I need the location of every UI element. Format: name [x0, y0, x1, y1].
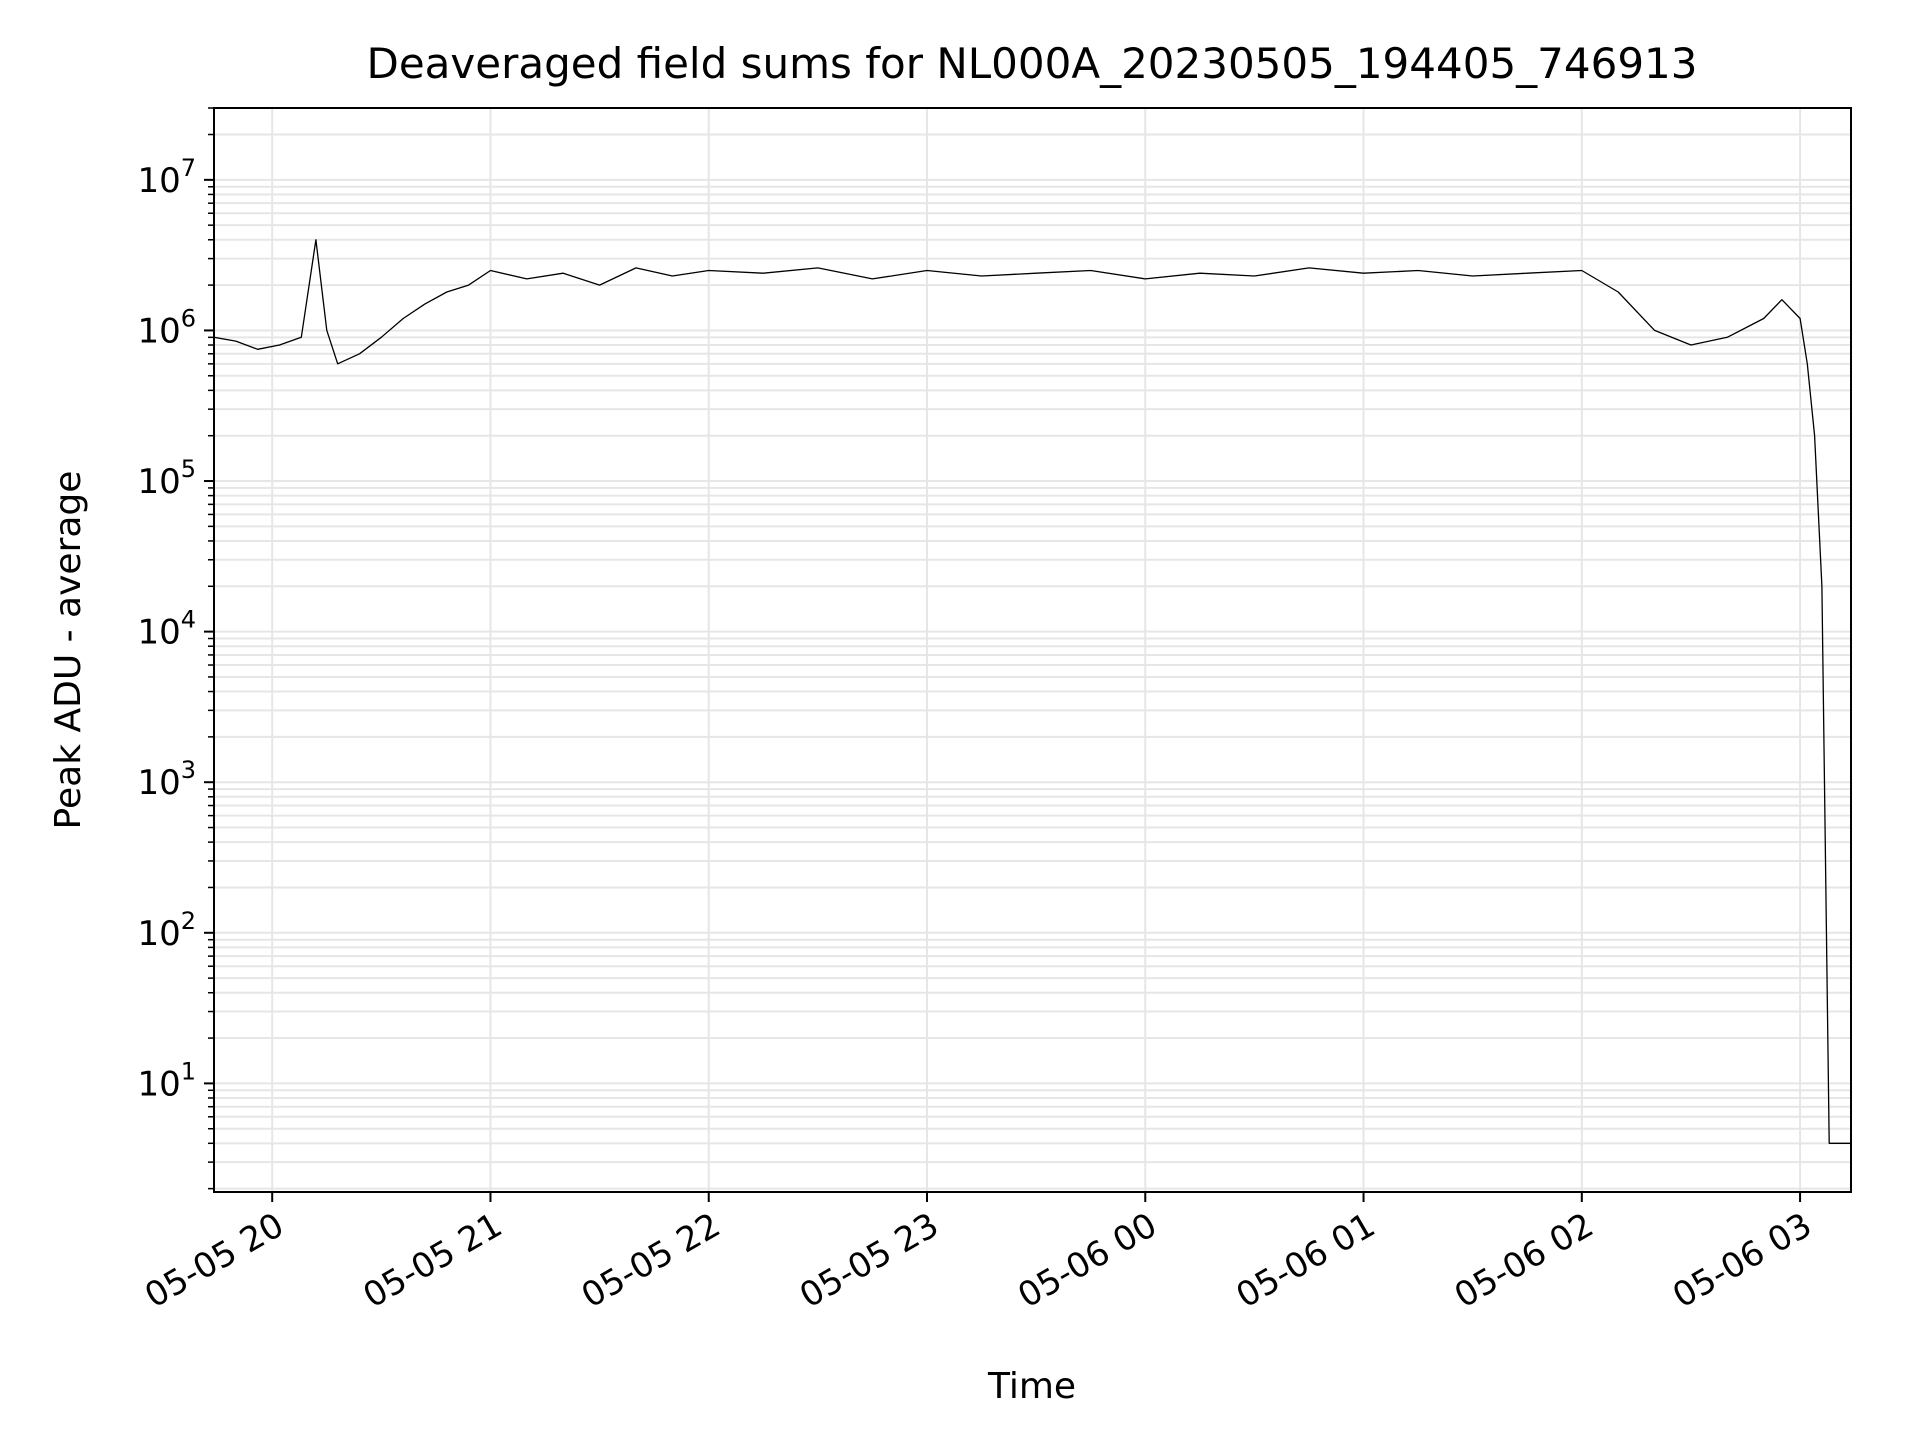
x-axis-label: Time: [987, 1366, 1076, 1407]
y-tick-label: 106: [137, 304, 196, 351]
y-tick-label: 105: [137, 455, 196, 502]
plot-area: [214, 239, 1851, 1144]
plot-frame: [213, 107, 1852, 1193]
y-tick-label: 102: [137, 907, 196, 954]
y-tick-label: 107: [137, 154, 196, 201]
chart-title: Deaveraged field sums for NL000A_2023050…: [367, 39, 1698, 88]
grid: [214, 107, 1851, 1192]
y-axis-label: Peak ADU - average: [48, 471, 89, 830]
y-tick-label: 104: [137, 606, 196, 653]
y-axis: 101 102 103 104 105 106 107: [137, 107, 214, 1190]
y-tick-label: 103: [137, 756, 196, 803]
series-line: [214, 239, 1851, 1144]
y-tick-label: 101: [137, 1057, 196, 1104]
